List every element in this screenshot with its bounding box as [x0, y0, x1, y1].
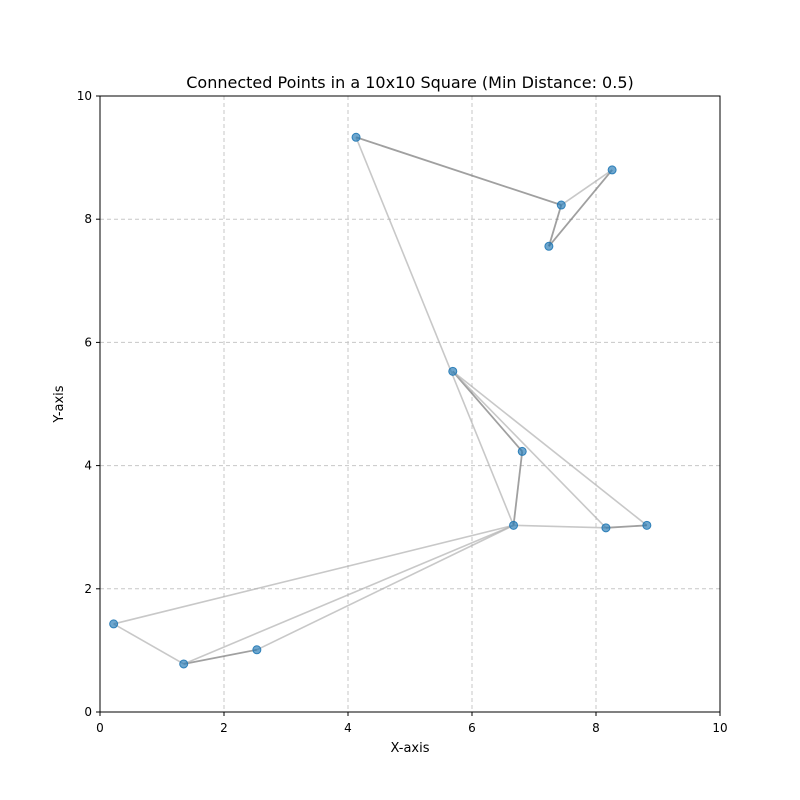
connection-line — [355, 136, 515, 526]
x-tick-label: 4 — [344, 721, 352, 735]
y-tick-label: 2 — [84, 582, 92, 596]
data-point — [517, 446, 527, 456]
connection-line — [113, 524, 514, 625]
y-tick-label: 0 — [84, 705, 92, 719]
data-point — [607, 165, 617, 175]
data-point — [179, 659, 189, 669]
y-axis-label: Y-axis — [52, 385, 67, 423]
x-tick-label: 2 — [220, 721, 228, 735]
axis-ticks: 0 2 4 6 8 10 0 2 4 6 8 10 — [77, 89, 728, 735]
chart-title: Connected Points in a 10x10 Square (Min … — [186, 73, 633, 92]
y-tick-label: 10 — [77, 89, 92, 103]
y-tick-label: 8 — [84, 212, 92, 226]
connection-line — [113, 623, 185, 665]
connections — [113, 136, 648, 665]
connection-line — [256, 524, 514, 651]
plot-frame — [99, 95, 721, 713]
connection-line — [452, 370, 607, 529]
connection-line — [548, 169, 613, 247]
data-points — [109, 132, 652, 669]
connection-line — [183, 524, 514, 665]
x-tick-label: 6 — [468, 721, 476, 735]
connection-line — [512, 451, 524, 526]
connection-line — [452, 370, 523, 453]
connection-line — [452, 370, 648, 526]
y-tick-label: 4 — [84, 459, 92, 473]
connection-line — [560, 169, 613, 206]
x-tick-label: 10 — [712, 721, 727, 735]
data-point — [544, 241, 554, 251]
grid — [100, 96, 720, 712]
connection-line — [513, 524, 606, 529]
data-point — [448, 366, 458, 376]
data-point — [509, 520, 519, 530]
x-tick-label: 8 — [592, 721, 600, 735]
y-tick-label: 6 — [84, 335, 92, 349]
data-point — [642, 520, 652, 530]
data-point — [601, 523, 611, 533]
connection-line — [183, 648, 258, 665]
data-point — [351, 132, 361, 142]
x-tick-label: 0 — [96, 721, 104, 735]
x-axis-label: X-axis — [391, 741, 430, 756]
data-point — [252, 645, 262, 655]
connection-line — [548, 204, 563, 247]
data-point — [556, 200, 566, 210]
connection-line — [355, 136, 562, 206]
data-point — [109, 619, 119, 629]
connection-line — [605, 524, 647, 529]
